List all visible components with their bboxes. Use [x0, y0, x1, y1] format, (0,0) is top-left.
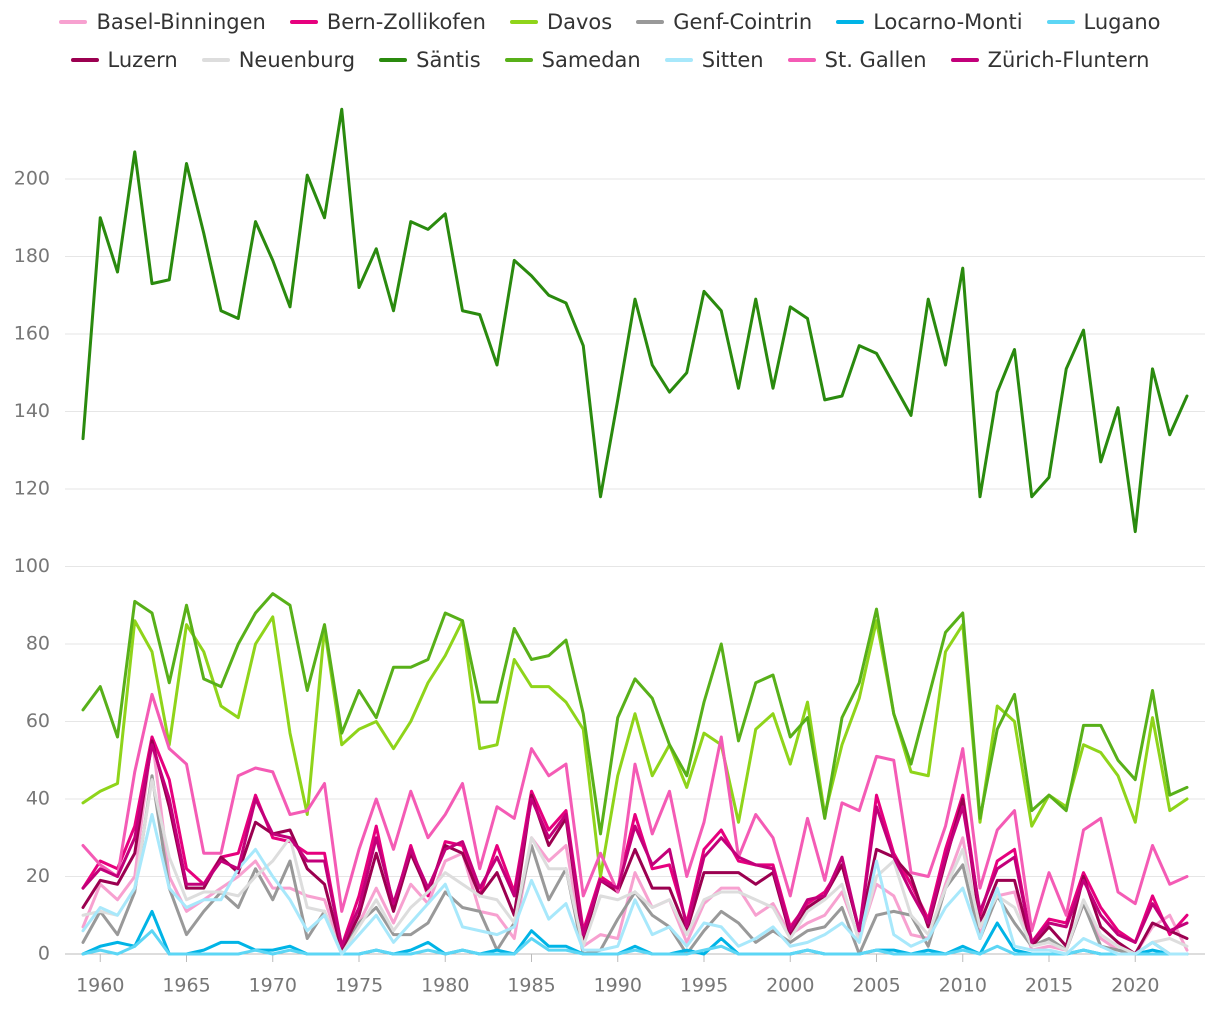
x-tick-label: 2015 — [1025, 975, 1073, 997]
legend-label: St. Gallen — [824, 48, 927, 72]
legend-label: Bern-Zollikofen — [326, 10, 486, 34]
series-line — [81, 743, 1189, 948]
legend: Basel-Binningen Bern-Zollikofen Davos Genf-… — [0, 10, 1220, 72]
series-line — [81, 739, 1189, 956]
series-line — [81, 615, 1189, 878]
legend-swatch — [636, 20, 665, 24]
x-tick-label: 1960 — [76, 975, 124, 997]
legend-label: Basel-Binningen — [96, 10, 266, 34]
legend-label: Davos — [546, 10, 613, 34]
series-line — [81, 813, 1189, 956]
y-tick-label: 100 — [14, 555, 50, 577]
y-tick-label: 80 — [26, 633, 50, 655]
legend-swatch — [504, 58, 533, 62]
legend-item: Lugano — [1046, 10, 1161, 34]
y-tick-label: 40 — [26, 788, 50, 810]
legend-swatch — [787, 58, 816, 62]
x-tick-label: 2005 — [852, 975, 900, 997]
legend-swatch — [836, 20, 865, 24]
legend-item: Basel-Binningen — [59, 10, 266, 34]
y-tick-label: 140 — [14, 400, 50, 422]
legend-swatch — [289, 20, 318, 24]
legend-item: Sitten — [664, 48, 764, 72]
series-line — [81, 692, 1189, 933]
legend-swatch — [950, 58, 979, 62]
legend-swatch — [70, 58, 99, 62]
x-tick-label: 1965 — [162, 975, 210, 997]
series-line — [81, 592, 1189, 836]
series-line — [81, 909, 1189, 956]
y-tick-label: 200 — [14, 168, 50, 190]
legend-item: Locarno-Monti — [836, 10, 1023, 34]
legend-label: Luzern — [107, 48, 178, 72]
legend-item: Säntis — [379, 48, 481, 72]
legend-label: Lugano — [1083, 10, 1161, 34]
y-tick-label: 180 — [14, 245, 50, 267]
legend-label: Samedan — [541, 48, 641, 72]
x-tick-label: 1990 — [594, 975, 642, 997]
legend-item: Samedan — [504, 48, 641, 72]
legend-swatch — [59, 20, 88, 24]
x-tick-label: 2020 — [1111, 975, 1159, 997]
x-tick-label: 2000 — [766, 975, 814, 997]
x-tick-label: 1995 — [680, 975, 728, 997]
legend-swatch — [664, 58, 693, 62]
legend-item: Genf-Cointrin — [636, 10, 812, 34]
legend-item: Zürich-Fluntern — [950, 48, 1150, 72]
legend-label: Locarno-Monti — [873, 10, 1023, 34]
x-tick-label: 1980 — [421, 975, 469, 997]
y-tick-label: 0 — [38, 943, 50, 965]
y-tick-label: 20 — [26, 865, 50, 887]
legend-label: Genf-Cointrin — [673, 10, 813, 34]
y-tick-label: 60 — [26, 710, 50, 732]
legend-item: Bern-Zollikofen — [289, 10, 486, 34]
series-line — [81, 107, 1189, 534]
legend-swatch — [379, 58, 408, 62]
legend-swatch — [509, 20, 538, 24]
series-line — [81, 929, 1189, 956]
x-tick-label: 1970 — [249, 975, 297, 997]
legend-item: Neuenburg — [201, 48, 356, 72]
x-tick-label: 2010 — [939, 975, 987, 997]
legend-item: St. Gallen — [787, 48, 927, 72]
legend-swatch — [1046, 20, 1075, 24]
series-line — [81, 735, 1189, 956]
legend-label: Neuenburg — [238, 48, 356, 72]
legend-label: Zürich-Fluntern — [987, 48, 1150, 72]
x-tick-label: 1985 — [507, 975, 555, 997]
y-tick-label: 160 — [14, 323, 50, 345]
x-tick-label: 1975 — [335, 975, 383, 997]
legend-swatch — [201, 58, 230, 62]
legend-item: Davos — [509, 10, 613, 34]
legend-item: Luzern — [70, 48, 178, 72]
legend-label: Säntis — [416, 48, 481, 72]
legend-label: Sitten — [701, 48, 764, 72]
y-tick-label: 120 — [14, 478, 50, 500]
